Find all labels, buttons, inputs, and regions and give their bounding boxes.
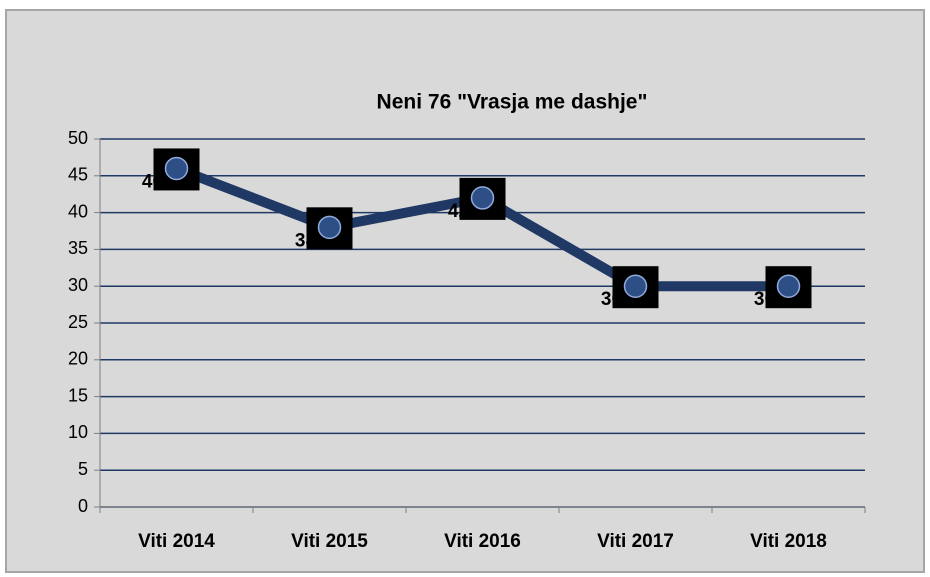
x-tick-label: Viti 2018 — [750, 531, 827, 552]
y-tick-label: 35 — [68, 238, 88, 258]
marker — [623, 274, 648, 298]
y-tick-label: 25 — [68, 312, 88, 332]
y-tick-label: 45 — [68, 165, 88, 185]
y-tick-label: 10 — [68, 422, 88, 442]
y-tick-label: 50 — [68, 128, 88, 148]
marker — [317, 215, 342, 240]
x-tick-label: Viti 2014 — [138, 531, 215, 552]
y-tick-label: 5 — [78, 459, 88, 479]
data-label: 38 — [295, 230, 316, 251]
y-tick-label: 20 — [68, 349, 88, 369]
marker — [470, 186, 495, 210]
x-tick-label: Viti 2015 — [291, 531, 368, 552]
chart-title: Neni 76 "Vrasja me dashje" — [377, 91, 648, 114]
data-label: 42 — [448, 201, 469, 222]
marker — [164, 156, 189, 181]
data-label: 46 — [142, 171, 163, 192]
marker — [776, 274, 801, 298]
x-tick-label: Viti 2017 — [597, 531, 674, 552]
y-tick-label: 0 — [78, 496, 88, 516]
x-tick-label: Viti 2016 — [444, 531, 521, 552]
y-tick-label: 30 — [68, 275, 88, 295]
data-label: 30 — [754, 289, 775, 310]
y-tick-label: 40 — [68, 201, 88, 221]
y-tick-label: 15 — [68, 385, 88, 405]
data-label: 30 — [601, 289, 622, 310]
